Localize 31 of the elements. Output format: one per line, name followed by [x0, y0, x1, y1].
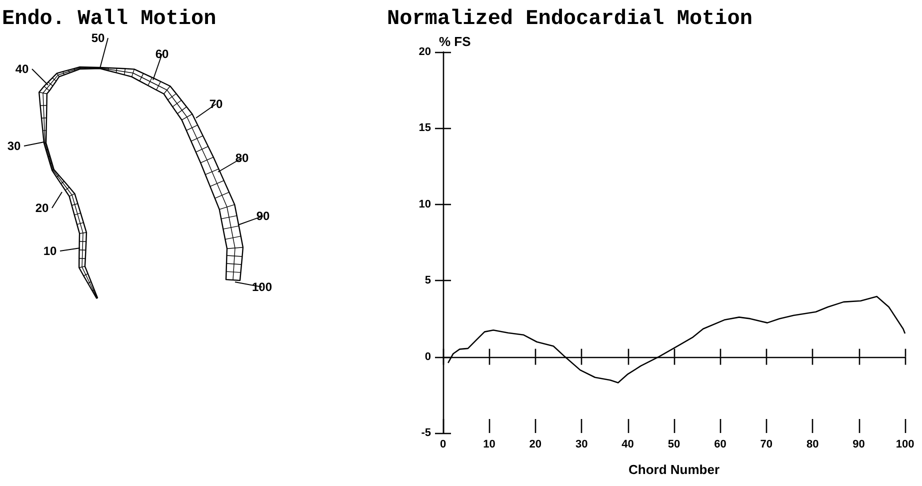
text: 10	[43, 244, 57, 258]
x-tick-label: 100	[896, 438, 914, 450]
text: 70	[209, 97, 223, 111]
text: 90	[256, 209, 270, 223]
y-tick-label: 10	[418, 198, 431, 210]
chart-title: Normalized Endocardial Motion	[387, 8, 752, 31]
x-tick-label: 0	[440, 438, 446, 450]
text: 100	[252, 280, 272, 294]
text: Endo. Wall Motion	[2, 8, 216, 31]
text: 80	[235, 151, 249, 165]
x-axis-title: Chord Number	[628, 462, 720, 477]
x-tick-label: 80	[806, 438, 819, 450]
y-tick-label: 20	[418, 46, 431, 58]
text: 20	[35, 201, 49, 215]
text: 60	[155, 47, 169, 61]
x-tick-label: 70	[760, 438, 773, 450]
y-tick-label: 5	[424, 274, 431, 287]
x-tick-label: 20	[529, 438, 542, 450]
x-tick-label: 90	[852, 438, 865, 450]
x-tick-label: 10	[483, 438, 496, 450]
text: 40	[15, 62, 29, 76]
x-tick-label: 60	[714, 438, 726, 450]
x-tick-label: 30	[575, 438, 588, 450]
x-tick-label: 40	[622, 438, 634, 450]
x-tick-label: 50	[668, 438, 680, 450]
y-axis-title: % FS	[439, 34, 472, 49]
y-tick-label: -5	[421, 427, 431, 439]
text: 30	[7, 139, 21, 153]
y-tick-label: 0	[424, 350, 431, 363]
y-tick-label: 15	[418, 122, 431, 134]
text: 50	[91, 31, 105, 45]
